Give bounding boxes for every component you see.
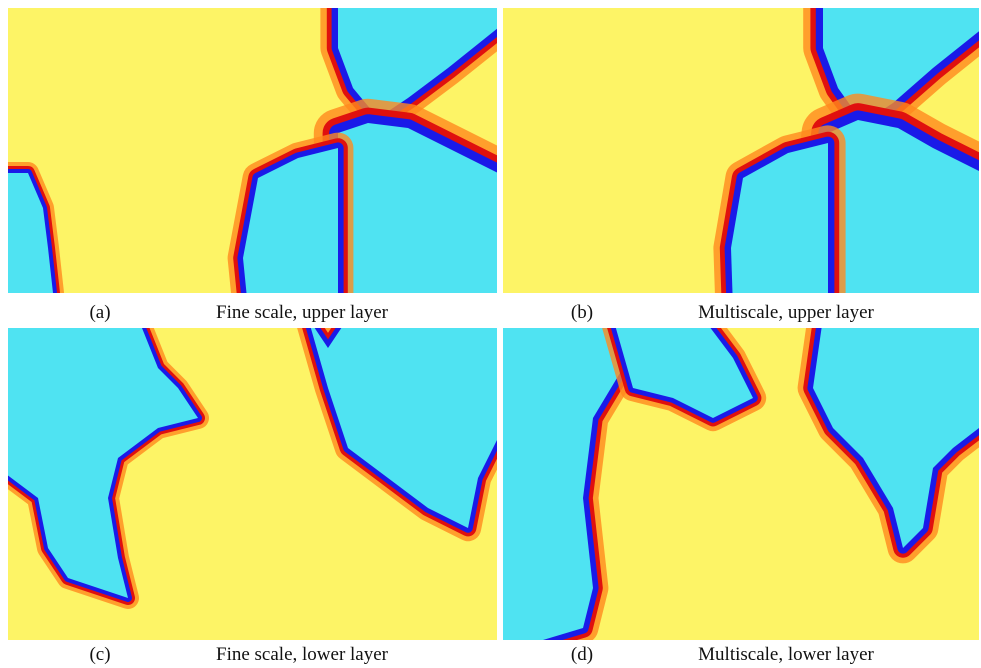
fronts [8,328,497,609]
region-cyan [615,328,753,418]
fronts [713,8,979,293]
region-cyan [338,8,497,118]
panel-label: (d) [570,644,594,665]
saturation-panel [8,8,497,293]
region-cyan [8,173,53,293]
region-cyan [813,328,979,548]
region-cyan [243,148,338,293]
panel-caption: Fine scale, upper layer [216,302,388,323]
region-cyan [503,328,623,640]
fronts [8,8,497,293]
saturation-panel [503,328,979,640]
saturation-panel [503,8,979,293]
panel-label: (b) [570,302,594,323]
region-cyan [8,328,198,598]
region-cyan [308,123,497,293]
saturation-panel [8,328,497,640]
panel-caption: Multiscale, lower layer [698,644,874,665]
panel-caption: Fine scale, lower layer [216,644,388,665]
region-cyan [310,328,497,528]
panel-label: (c) [89,644,111,665]
region-cyan [731,143,828,293]
panel-label: (a) [89,302,111,323]
panel-caption: Multiscale, upper layer [698,302,874,323]
fronts [503,328,979,640]
